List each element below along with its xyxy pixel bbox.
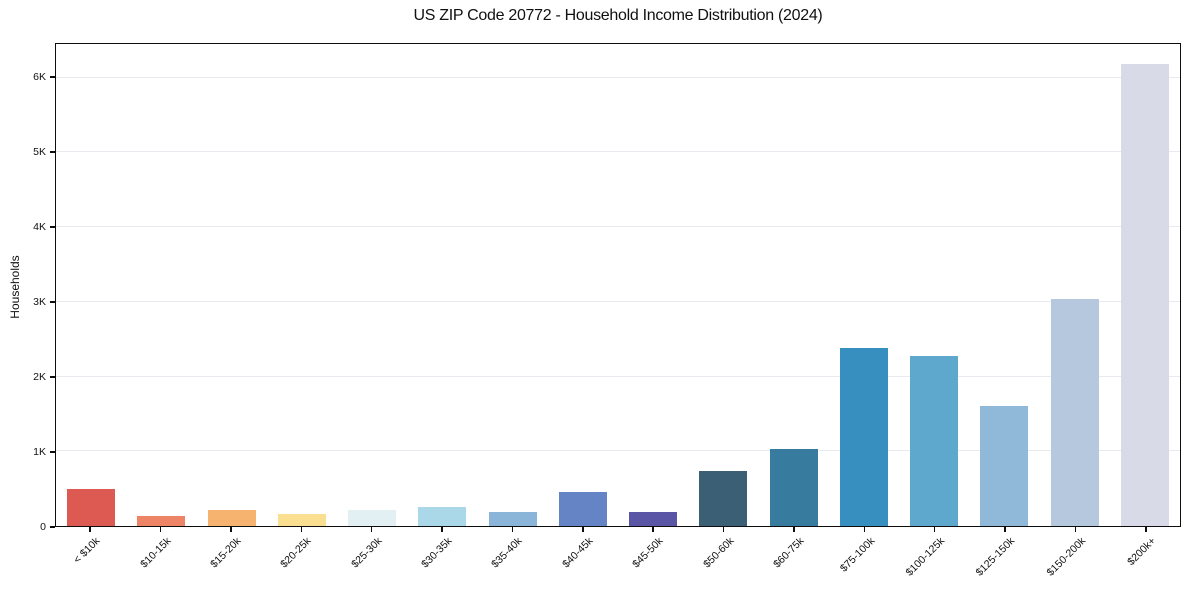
bar-$15-20k [207, 510, 256, 526]
y-axis-label-text: Households [8, 255, 22, 319]
x-tick-mark [300, 527, 303, 532]
bar-slot [548, 44, 618, 526]
bar-slot [759, 44, 829, 526]
x-tick-label: $30-35k [419, 535, 455, 571]
x-tick-mark [652, 527, 654, 532]
gridline-2K [56, 375, 1180, 377]
x-tick-label: $25-30k [348, 535, 385, 571]
bar-$20-25k [277, 514, 326, 526]
bar-slot [829, 44, 899, 526]
y-tick-label-5K: 5K [33, 145, 46, 158]
bar-slot [618, 44, 688, 526]
x-tick-label: $15-20k [208, 535, 244, 571]
x-tick-mark [933, 527, 936, 532]
bar-$25-30k [348, 509, 396, 526]
y-tick-label-4K: 4K [33, 220, 46, 233]
gridline-5K [56, 151, 1180, 153]
bar-slot [197, 44, 267, 526]
x-tick-label: $125-150k [973, 535, 1018, 579]
y-tick-mark-3K [50, 301, 55, 303]
bar-slot [1040, 44, 1110, 526]
x-tick-label: $60-75k [771, 535, 807, 571]
bar-$150-200k [1050, 299, 1099, 526]
x-tick-mark [511, 527, 514, 532]
bar-slot [899, 44, 969, 526]
x-tick-mark [441, 527, 443, 532]
bar-slot [56, 44, 126, 526]
plot-area [55, 43, 1181, 527]
x-tick-mark [230, 527, 232, 532]
x-tick-label: $150-200k [1044, 535, 1088, 579]
y-tick-mark-2K [50, 376, 55, 378]
y-tick-label-2K: 2K [33, 370, 46, 383]
x-tick-label: $40-45k [559, 535, 596, 571]
x-tick-mark [370, 527, 373, 532]
bar-$45-50k [629, 511, 677, 526]
bar-$35-40k [488, 511, 537, 526]
y-tick-mark-1K [50, 451, 55, 453]
x-tick-label: $100-125k [903, 535, 948, 579]
x-tick-mark [1074, 527, 1077, 532]
bar-$125-150k [980, 405, 1029, 526]
bar-$40-45k [558, 492, 607, 526]
x-tick-label: $35-40k [489, 535, 525, 571]
x-tick-label: $20-25k [278, 535, 314, 571]
chart-title: US ZIP Code 20772 - Household Income Dis… [413, 7, 823, 24]
x-tick-label: $10-15k [137, 535, 174, 571]
bars-layer [56, 44, 1180, 526]
bar-slot [969, 44, 1039, 526]
gridline-4K [56, 226, 1180, 228]
bar-slot [267, 44, 337, 526]
y-tick-mark-5K [50, 151, 55, 153]
y-tick-mark-4K [50, 226, 55, 228]
x-tick-mark [582, 527, 584, 532]
y-tick-label-0: 0 [40, 521, 46, 533]
gridline-3K [56, 300, 1180, 302]
y-tick-mark-6K [50, 76, 55, 78]
bar-slot [126, 44, 196, 526]
bar-< $10k [67, 489, 115, 526]
bar-$10-15k [137, 516, 186, 526]
bar-slot [337, 44, 407, 526]
x-tick-label: < $10k [71, 535, 103, 566]
gridline-1K [56, 450, 1180, 452]
x-tick-mark [863, 527, 866, 532]
bar-$60-75k [769, 448, 818, 526]
bar-slot [688, 44, 758, 526]
x-tick-mark [722, 527, 725, 532]
x-tick-label: $45-50k [630, 535, 666, 571]
x-tick-mark [159, 527, 162, 532]
x-tick-label: $50-60k [700, 535, 737, 571]
x-tick-label: $200k+ [1125, 535, 1159, 569]
gridline-6K [56, 76, 1180, 78]
y-tick-label-3K: 3K [33, 295, 46, 308]
x-tick-label: $75-100k [837, 535, 877, 575]
x-tick-mark [89, 527, 91, 532]
bar-$100-125k [910, 356, 958, 526]
x-tick-mark [1145, 527, 1147, 532]
x-tick-mark [793, 527, 795, 532]
bar-slot [407, 44, 477, 526]
bar-$30-35k [418, 507, 467, 526]
bar-slot [1110, 44, 1180, 526]
y-tick-label-6K: 6K [33, 70, 46, 83]
x-tick-mark [1004, 527, 1006, 532]
bar-$200k+ [1120, 64, 1169, 526]
bar-slot [478, 44, 548, 526]
bar-$75-100k [839, 348, 888, 526]
y-tick-mark-0 [50, 526, 55, 528]
bar-$50-60k [699, 471, 748, 526]
y-tick-label-1K: 1K [33, 445, 46, 458]
